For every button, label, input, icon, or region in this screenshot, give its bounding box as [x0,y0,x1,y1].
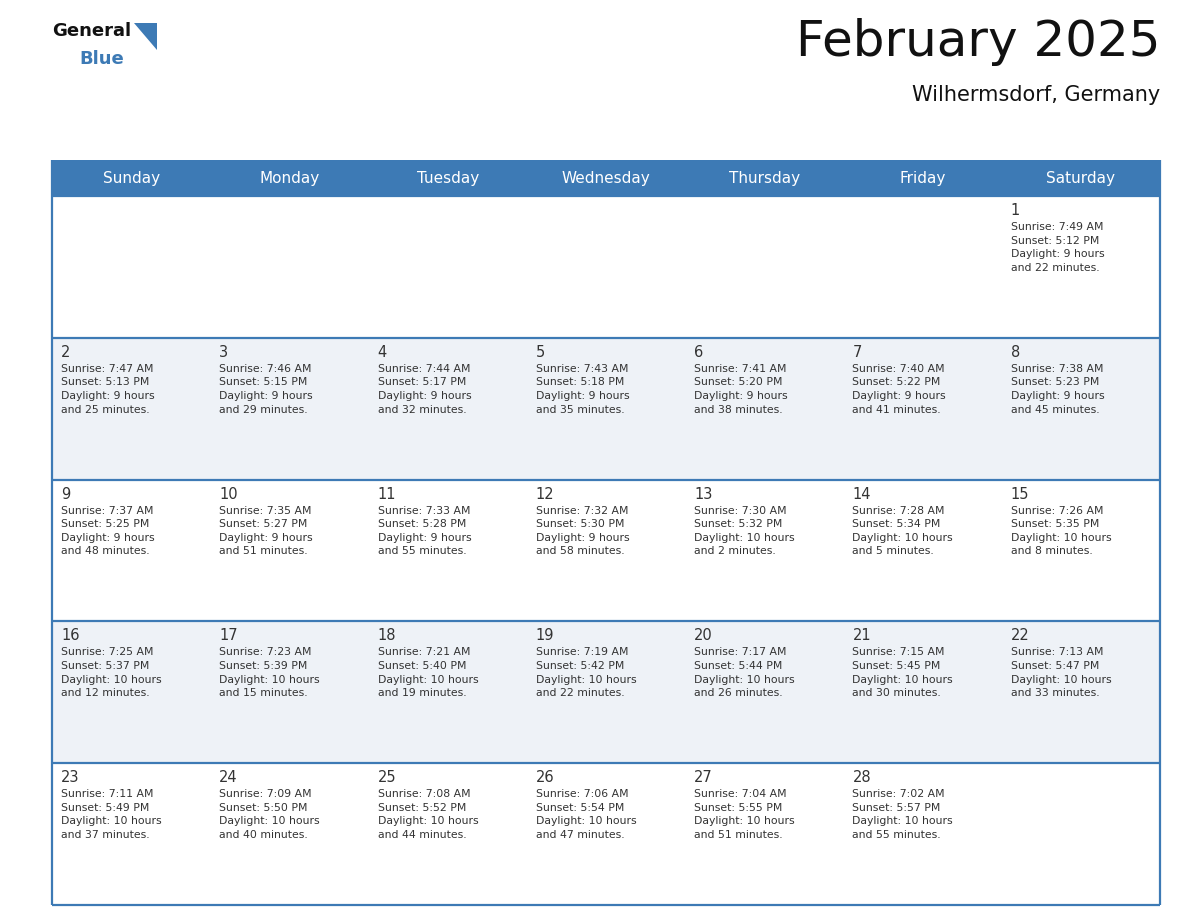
Text: General: General [52,22,131,40]
Text: Sunrise: 7:17 AM
Sunset: 5:44 PM
Daylight: 10 hours
and 26 minutes.: Sunrise: 7:17 AM Sunset: 5:44 PM Dayligh… [694,647,795,699]
Text: 24: 24 [220,770,238,785]
Bar [52,160,1159,196]
Text: Sunrise: 7:37 AM
Sunset: 5:25 PM
Daylight: 9 hours
and 48 minutes.: Sunrise: 7:37 AM Sunset: 5:25 PM Dayligh… [61,506,154,556]
Text: Wednesday: Wednesday [562,171,650,185]
Bar [52,196,1159,338]
Text: Sunrise: 7:02 AM
Sunset: 5:57 PM
Daylight: 10 hours
and 55 minutes.: Sunrise: 7:02 AM Sunset: 5:57 PM Dayligh… [853,789,953,840]
Text: 14: 14 [853,487,871,501]
Text: Sunrise: 7:25 AM
Sunset: 5:37 PM
Daylight: 10 hours
and 12 minutes.: Sunrise: 7:25 AM Sunset: 5:37 PM Dayligh… [61,647,162,699]
Text: Sunrise: 7:23 AM
Sunset: 5:39 PM
Daylight: 10 hours
and 15 minutes.: Sunrise: 7:23 AM Sunset: 5:39 PM Dayligh… [220,647,320,699]
Text: Tuesday: Tuesday [417,171,479,185]
Text: Sunrise: 7:28 AM
Sunset: 5:34 PM
Daylight: 10 hours
and 5 minutes.: Sunrise: 7:28 AM Sunset: 5:34 PM Dayligh… [853,506,953,556]
Text: Sunrise: 7:04 AM
Sunset: 5:55 PM
Daylight: 10 hours
and 51 minutes.: Sunrise: 7:04 AM Sunset: 5:55 PM Dayligh… [694,789,795,840]
Text: 3: 3 [220,345,228,360]
Text: Sunrise: 7:11 AM
Sunset: 5:49 PM
Daylight: 10 hours
and 37 minutes.: Sunrise: 7:11 AM Sunset: 5:49 PM Dayligh… [61,789,162,840]
Text: 10: 10 [220,487,238,501]
Text: 16: 16 [61,629,80,644]
Text: 23: 23 [61,770,80,785]
Text: 21: 21 [853,629,871,644]
Bar [52,763,1159,905]
Text: 15: 15 [1011,487,1029,501]
Text: Wilhermsdorf, Germany: Wilhermsdorf, Germany [911,85,1159,105]
Text: Sunrise: 7:06 AM
Sunset: 5:54 PM
Daylight: 10 hours
and 47 minutes.: Sunrise: 7:06 AM Sunset: 5:54 PM Dayligh… [536,789,637,840]
Text: 2: 2 [61,345,70,360]
Text: 1: 1 [1011,203,1020,218]
Text: 12: 12 [536,487,555,501]
Text: 8: 8 [1011,345,1020,360]
Text: 7: 7 [853,345,861,360]
Text: 20: 20 [694,629,713,644]
Bar [52,479,1159,621]
Text: Sunrise: 7:47 AM
Sunset: 5:13 PM
Daylight: 9 hours
and 25 minutes.: Sunrise: 7:47 AM Sunset: 5:13 PM Dayligh… [61,364,154,415]
Text: Sunrise: 7:44 AM
Sunset: 5:17 PM
Daylight: 9 hours
and 32 minutes.: Sunrise: 7:44 AM Sunset: 5:17 PM Dayligh… [378,364,472,415]
Text: 5: 5 [536,345,545,360]
Text: 17: 17 [220,629,238,644]
Text: Sunrise: 7:09 AM
Sunset: 5:50 PM
Daylight: 10 hours
and 40 minutes.: Sunrise: 7:09 AM Sunset: 5:50 PM Dayligh… [220,789,320,840]
Text: 19: 19 [536,629,555,644]
Text: Sunrise: 7:38 AM
Sunset: 5:23 PM
Daylight: 9 hours
and 45 minutes.: Sunrise: 7:38 AM Sunset: 5:23 PM Dayligh… [1011,364,1105,415]
Text: Sunrise: 7:08 AM
Sunset: 5:52 PM
Daylight: 10 hours
and 44 minutes.: Sunrise: 7:08 AM Sunset: 5:52 PM Dayligh… [378,789,479,840]
Text: Sunrise: 7:32 AM
Sunset: 5:30 PM
Daylight: 9 hours
and 58 minutes.: Sunrise: 7:32 AM Sunset: 5:30 PM Dayligh… [536,506,630,556]
Bar [52,621,1159,763]
Text: Thursday: Thursday [728,171,800,185]
Text: 4: 4 [378,345,387,360]
Text: Sunrise: 7:30 AM
Sunset: 5:32 PM
Daylight: 10 hours
and 2 minutes.: Sunrise: 7:30 AM Sunset: 5:32 PM Dayligh… [694,506,795,556]
Text: Sunrise: 7:33 AM
Sunset: 5:28 PM
Daylight: 9 hours
and 55 minutes.: Sunrise: 7:33 AM Sunset: 5:28 PM Dayligh… [378,506,472,556]
Text: 6: 6 [694,345,703,360]
Text: Sunrise: 7:19 AM
Sunset: 5:42 PM
Daylight: 10 hours
and 22 minutes.: Sunrise: 7:19 AM Sunset: 5:42 PM Dayligh… [536,647,637,699]
Text: Sunrise: 7:13 AM
Sunset: 5:47 PM
Daylight: 10 hours
and 33 minutes.: Sunrise: 7:13 AM Sunset: 5:47 PM Dayligh… [1011,647,1111,699]
Text: Monday: Monday [259,171,320,185]
Text: 28: 28 [853,770,871,785]
Text: 13: 13 [694,487,713,501]
Text: 18: 18 [378,629,396,644]
Text: 25: 25 [378,770,396,785]
Text: Sunrise: 7:35 AM
Sunset: 5:27 PM
Daylight: 9 hours
and 51 minutes.: Sunrise: 7:35 AM Sunset: 5:27 PM Dayligh… [220,506,312,556]
Text: Sunday: Sunday [102,171,159,185]
Text: Sunrise: 7:15 AM
Sunset: 5:45 PM
Daylight: 10 hours
and 30 minutes.: Sunrise: 7:15 AM Sunset: 5:45 PM Dayligh… [853,647,953,699]
Text: 22: 22 [1011,629,1030,644]
Text: Sunrise: 7:46 AM
Sunset: 5:15 PM
Daylight: 9 hours
and 29 minutes.: Sunrise: 7:46 AM Sunset: 5:15 PM Dayligh… [220,364,312,415]
Text: Saturday: Saturday [1047,171,1116,185]
Text: 9: 9 [61,487,70,501]
Text: Friday: Friday [899,171,946,185]
Text: Sunrise: 7:43 AM
Sunset: 5:18 PM
Daylight: 9 hours
and 35 minutes.: Sunrise: 7:43 AM Sunset: 5:18 PM Dayligh… [536,364,630,415]
Text: 11: 11 [378,487,396,501]
Text: Sunrise: 7:49 AM
Sunset: 5:12 PM
Daylight: 9 hours
and 22 minutes.: Sunrise: 7:49 AM Sunset: 5:12 PM Dayligh… [1011,222,1105,273]
Text: Sunrise: 7:41 AM
Sunset: 5:20 PM
Daylight: 9 hours
and 38 minutes.: Sunrise: 7:41 AM Sunset: 5:20 PM Dayligh… [694,364,788,415]
Text: 27: 27 [694,770,713,785]
Text: February 2025: February 2025 [796,18,1159,66]
Text: 26: 26 [536,770,555,785]
Text: Blue: Blue [78,50,124,68]
Text: Sunrise: 7:21 AM
Sunset: 5:40 PM
Daylight: 10 hours
and 19 minutes.: Sunrise: 7:21 AM Sunset: 5:40 PM Dayligh… [378,647,479,699]
Text: Sunrise: 7:26 AM
Sunset: 5:35 PM
Daylight: 10 hours
and 8 minutes.: Sunrise: 7:26 AM Sunset: 5:35 PM Dayligh… [1011,506,1111,556]
Text: Sunrise: 7:40 AM
Sunset: 5:22 PM
Daylight: 9 hours
and 41 minutes.: Sunrise: 7:40 AM Sunset: 5:22 PM Dayligh… [853,364,946,415]
Polygon shape [134,23,158,50]
Bar [52,338,1159,479]
